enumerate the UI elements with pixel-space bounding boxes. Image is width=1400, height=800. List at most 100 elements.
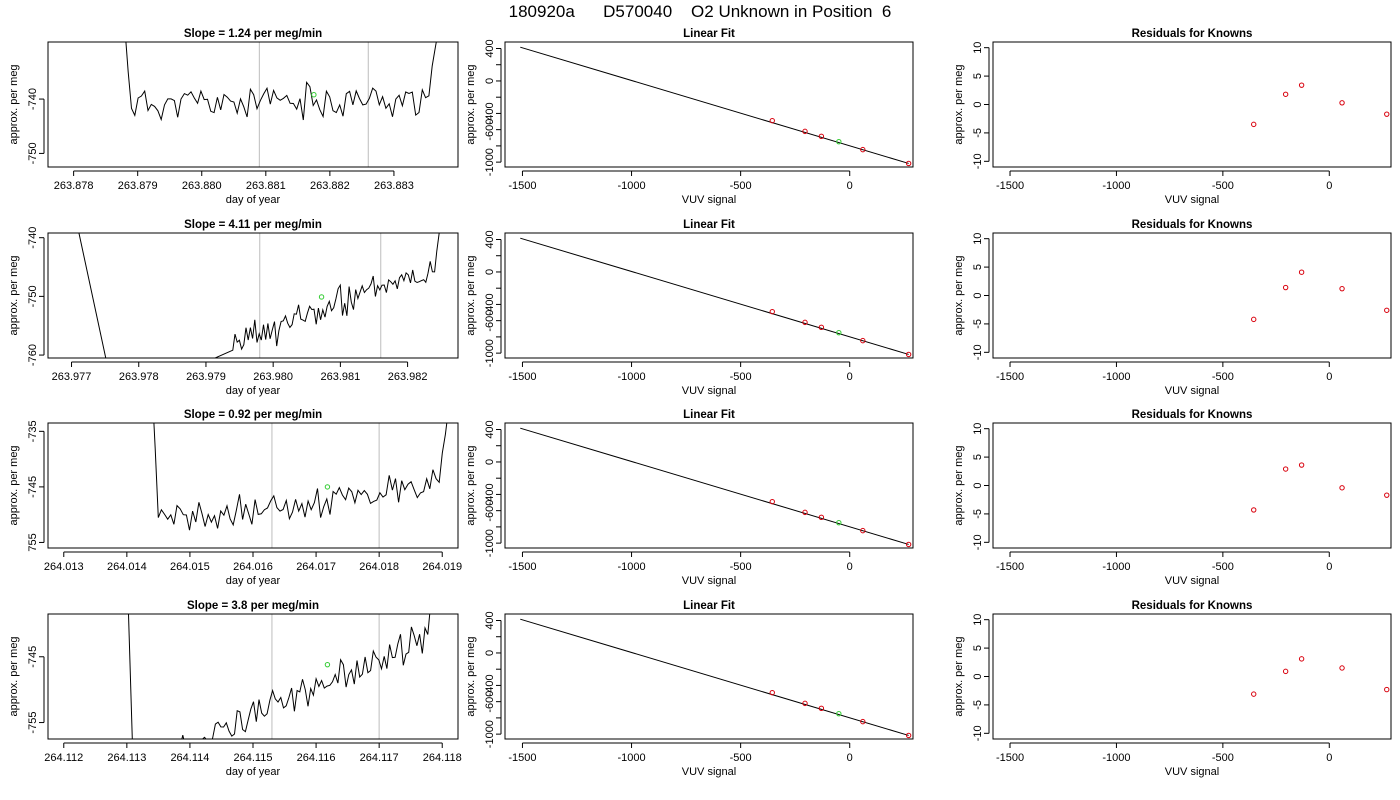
x-tick-label: 0 (847, 561, 853, 573)
x-tick-label: 263.981 (320, 371, 360, 383)
y-axis: -1000 -600-400 0 400 approx. per meg (465, 230, 502, 367)
y-tick-label: 400 (484, 611, 496, 629)
y-axis-label: approx. per meg (8, 445, 20, 525)
y-axis-label: approx. per meg (465, 445, 477, 525)
x-tick-label: -1500 (996, 371, 1024, 383)
x-tick-label: -1000 (1102, 180, 1130, 192)
y-tick-label: 0 (484, 269, 496, 275)
unknown-point (836, 710, 842, 717)
y-tick-label: 0 (484, 650, 496, 656)
y-tick-label: -5 (972, 700, 984, 710)
x-tick-label: -500 (1212, 752, 1234, 764)
x-axis: -1500 -1000 -500 0 VUV signal (508, 170, 853, 206)
plot-frame (992, 613, 1392, 740)
x-tick-label: 263.982 (388, 371, 428, 383)
x-tick-label: -1500 (996, 180, 1024, 192)
y-axis: -760 -750 -740 approx. per meg (8, 227, 45, 366)
y-axis-label: approx. per meg (8, 636, 20, 716)
y-axis: 755 -745 -735 approx. per meg (8, 420, 45, 552)
y-tick-label: -10 (972, 725, 984, 741)
known-point (802, 700, 808, 707)
y-tick-label: -400 (484, 674, 496, 696)
x-axis-label: VUV signal (1165, 194, 1219, 206)
unknown-point (836, 329, 842, 336)
x-tick-label: -500 (1212, 180, 1234, 192)
panel-title: Slope = 3.8 per meg/min (187, 600, 319, 612)
residual-point (1282, 668, 1289, 675)
y-tick-label: -400 (484, 293, 496, 315)
residual-point (1251, 691, 1257, 697)
y-tick-label: -10 (972, 153, 984, 169)
y-tick-label: 10 (972, 423, 984, 435)
y-tick-label: -600 (484, 500, 496, 522)
x-tick-label: -1500 (508, 180, 536, 192)
y-tick-label: -740 (27, 227, 39, 249)
y-tick-label: -400 (484, 102, 496, 124)
series-line (153, 423, 448, 531)
x-axis: 263.878 263.879 263.880 263.881 263.882 263.8… (54, 170, 414, 206)
y-tick-label: -735 (27, 420, 39, 442)
y-tick-label: -5 (972, 128, 984, 138)
residual-point (1384, 686, 1390, 693)
x-tick-label: 263.878 (54, 180, 94, 192)
panel-3-2: Linear Fit -1500 -1000 -500 0 VUV signal -1000… (465, 409, 914, 587)
residual-point (1384, 492, 1390, 498)
plot-area (520, 427, 912, 548)
panel-title: Slope = 0.92 per meg/min (184, 409, 322, 421)
x-tick-label: 264.113 (107, 752, 146, 764)
y-tick-label: -750 (27, 142, 39, 164)
panel-title: Linear Fit (683, 28, 735, 40)
residual-point (1282, 284, 1289, 291)
x-tick-label: 263.977 (52, 371, 92, 383)
plot-frame (504, 613, 914, 740)
y-tick-label: 755 (27, 533, 39, 551)
known-point (860, 337, 866, 344)
x-tick-label: 0 (1326, 371, 1332, 383)
y-axis-label: approx. per meg (465, 636, 477, 716)
plot-frame (47, 232, 459, 359)
x-axis-label: day of year (226, 575, 281, 587)
fit-line (520, 46, 909, 164)
x-axis-label: VUV signal (1165, 766, 1219, 778)
x-tick-label: -500 (730, 180, 752, 192)
known-point (818, 324, 825, 331)
y-axis-label: approx. per meg (953, 255, 965, 335)
series-line (125, 42, 437, 122)
x-tick-label: 264.118 (423, 752, 462, 764)
panel-title: Residuals for Knowns (1132, 219, 1253, 231)
x-tick-label: 264.116 (297, 752, 336, 764)
residual-point (1339, 665, 1345, 671)
x-tick-label: 263.979 (186, 371, 226, 383)
y-tick-label: -745 (27, 476, 39, 498)
known-point (802, 319, 808, 326)
plot-area (1251, 269, 1390, 323)
x-axis-label: VUV signal (1165, 385, 1219, 397)
x-tick-label: -1000 (617, 371, 645, 383)
y-axis-label: approx. per meg (465, 64, 477, 144)
x-axis-label: VUV signal (1165, 575, 1219, 587)
plot-frame (504, 232, 914, 359)
x-tick-label: 263.881 (246, 180, 286, 192)
x-tick-label: 263.883 (374, 180, 414, 192)
plot-area (127, 614, 431, 739)
unknown-marker (324, 661, 331, 668)
panel-title: Residuals for Knowns (1132, 28, 1253, 40)
x-tick-label: 264.017 (296, 561, 336, 573)
y-axis: -1000 -600-400 0 400 approx. per meg (465, 39, 502, 176)
y-tick-label: -760 (27, 344, 39, 366)
known-point (860, 527, 866, 534)
plot-area (520, 237, 912, 358)
residual-point (1298, 656, 1305, 662)
x-tick-label: -1500 (508, 752, 536, 764)
y-tick-label: -600 (484, 119, 496, 141)
residual-point (1298, 269, 1305, 275)
residual-point (1282, 91, 1289, 97)
known-point (860, 146, 866, 153)
y-axis: -10 -5 0 5 10 approx. per meg (953, 614, 990, 741)
y-tick-label: 0 (972, 101, 984, 107)
known-point (769, 689, 775, 696)
y-axis: -1000 -600-400 0 400 approx. per meg (465, 611, 502, 748)
fit-line (520, 618, 909, 736)
